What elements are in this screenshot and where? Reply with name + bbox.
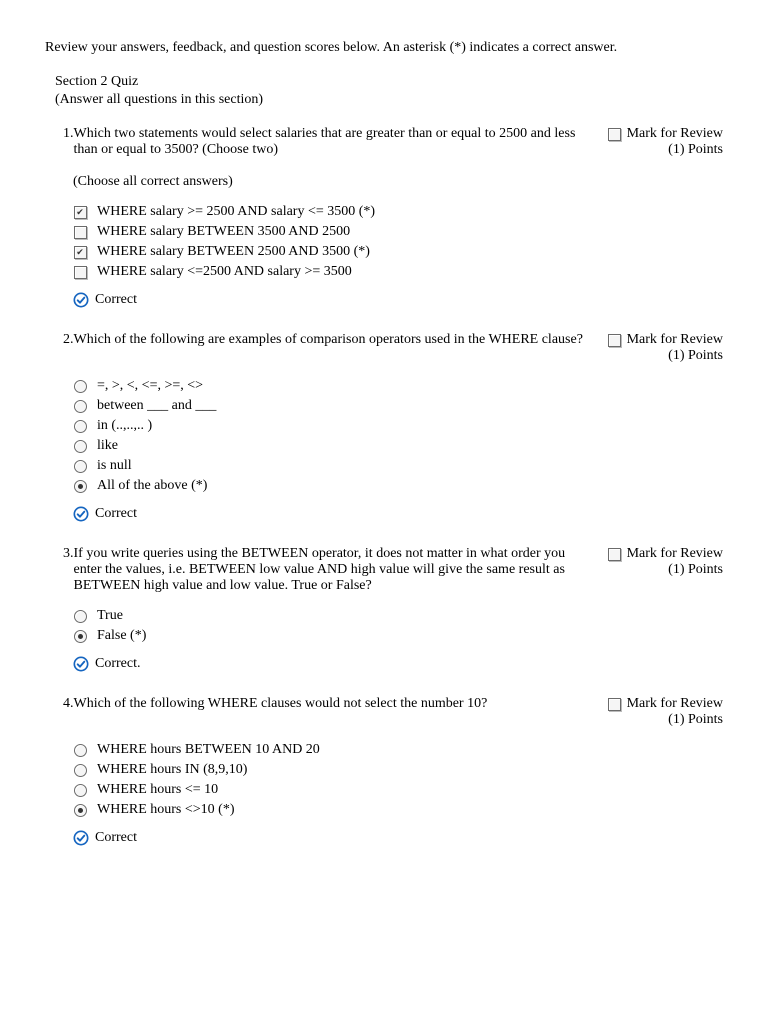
option-radio[interactable]	[74, 744, 87, 757]
question-text: Which of the following are examples of c…	[74, 332, 604, 348]
feedback-text: Correct	[95, 292, 137, 308]
mark-for-review: Mark for Review(1) Points	[603, 696, 723, 728]
points-label: (1) Points	[668, 562, 723, 578]
option-label: False (*)	[97, 628, 723, 644]
mark-for-review: Mark for Review(1) Points	[603, 126, 723, 158]
option-row: between ___ and ___	[73, 398, 723, 414]
option-radio[interactable]	[74, 440, 87, 453]
option-radio[interactable]	[74, 784, 87, 797]
section-title: Section 2 Quiz	[55, 74, 723, 90]
options-list: True False (*)	[73, 608, 723, 644]
option-checkbox[interactable]	[74, 206, 87, 219]
question: 2.Which of the following are examples of…	[63, 332, 723, 522]
option-radio[interactable]	[74, 630, 87, 643]
correct-check-icon	[73, 292, 89, 308]
question: 1.Which two statements would select sala…	[63, 126, 723, 308]
mark-review-checkbox[interactable]	[608, 334, 621, 347]
feedback-row: Correct.	[73, 656, 723, 672]
correct-check-icon	[73, 506, 89, 522]
option-checkbox[interactable]	[74, 246, 87, 259]
option-row: WHERE hours <>10 (*)	[73, 802, 723, 818]
option-row: like	[73, 438, 723, 454]
options-list: WHERE hours BETWEEN 10 AND 20 WHERE hours…	[73, 742, 723, 818]
option-label: WHERE salary >= 2500 AND salary <= 3500 …	[97, 204, 723, 220]
feedback-text: Correct	[95, 830, 137, 846]
options-list: WHERE salary >= 2500 AND salary <= 3500 …	[73, 204, 723, 280]
question-number: 4.	[63, 696, 74, 712]
option-row: WHERE hours <= 10	[73, 782, 723, 798]
question-number: 3.	[63, 546, 74, 562]
option-label: WHERE salary <=2500 AND salary >= 3500	[97, 264, 723, 280]
mark-review-checkbox[interactable]	[608, 128, 621, 141]
points-label: (1) Points	[668, 142, 723, 158]
option-label: in (..,..,.. )	[97, 418, 723, 434]
correct-check-icon	[73, 830, 89, 846]
option-radio[interactable]	[74, 480, 87, 493]
option-label: WHERE hours <>10 (*)	[97, 802, 723, 818]
option-row: =, >, <, <=, >=, <>	[73, 378, 723, 394]
option-checkbox[interactable]	[74, 266, 87, 279]
option-row: WHERE hours BETWEEN 10 AND 20	[73, 742, 723, 758]
option-checkbox[interactable]	[74, 226, 87, 239]
mark-review-label: Mark for Review	[627, 332, 723, 348]
options-list: =, >, <, <=, >=, <> between ___ and ___in…	[73, 378, 723, 494]
option-radio[interactable]	[74, 400, 87, 413]
option-radio[interactable]	[74, 420, 87, 433]
feedback-text: Correct.	[95, 656, 140, 672]
question-subinstruction: (Choose all correct answers)	[73, 174, 723, 190]
mark-review-checkbox[interactable]	[608, 698, 621, 711]
mark-for-review: Mark for Review(1) Points	[603, 332, 723, 364]
option-radio[interactable]	[74, 460, 87, 473]
option-label: between ___ and ___	[97, 398, 723, 414]
points-label: (1) Points	[668, 712, 723, 728]
option-label: WHERE hours <= 10	[97, 782, 723, 798]
option-row: True	[73, 608, 723, 624]
option-label: WHERE hours IN (8,9,10)	[97, 762, 723, 778]
option-row: in (..,..,.. )	[73, 418, 723, 434]
mark-review-label: Mark for Review	[627, 696, 723, 712]
feedback-text: Correct	[95, 506, 137, 522]
option-row: WHERE hours IN (8,9,10)	[73, 762, 723, 778]
points-label: (1) Points	[668, 348, 723, 364]
option-row: WHERE salary BETWEEN 3500 AND 2500	[73, 224, 723, 240]
option-label: is null	[97, 458, 723, 474]
option-label: WHERE salary BETWEEN 2500 AND 3500 (*)	[97, 244, 723, 260]
option-row: All of the above (*)	[73, 478, 723, 494]
feedback-row: Correct	[73, 292, 723, 308]
option-row: WHERE salary BETWEEN 2500 AND 3500 (*)	[73, 244, 723, 260]
option-row: WHERE salary <=2500 AND salary >= 3500	[73, 264, 723, 280]
option-label: WHERE salary BETWEEN 3500 AND 2500	[97, 224, 723, 240]
question: 3.If you write queries using the BETWEEN…	[63, 546, 723, 672]
question-text: If you write queries using the BETWEEN o…	[74, 546, 604, 594]
option-label: WHERE hours BETWEEN 10 AND 20	[97, 742, 723, 758]
option-radio[interactable]	[74, 804, 87, 817]
feedback-row: Correct	[73, 830, 723, 846]
option-label: like	[97, 438, 723, 454]
option-label: True	[97, 608, 723, 624]
option-row: False (*)	[73, 628, 723, 644]
mark-review-label: Mark for Review	[627, 546, 723, 562]
question-text: Which two statements would select salari…	[74, 126, 604, 158]
mark-review-checkbox[interactable]	[608, 548, 621, 561]
option-row: WHERE salary >= 2500 AND salary <= 3500 …	[73, 204, 723, 220]
question-number: 1.	[63, 126, 74, 142]
question-text: Which of the following WHERE clauses wou…	[74, 696, 604, 712]
question-number: 2.	[63, 332, 74, 348]
feedback-row: Correct	[73, 506, 723, 522]
option-label: All of the above (*)	[97, 478, 723, 494]
option-label: =, >, <, <=, >=, <>	[97, 378, 723, 394]
option-radio[interactable]	[74, 610, 87, 623]
mark-review-label: Mark for Review	[627, 126, 723, 142]
correct-check-icon	[73, 656, 89, 672]
option-radio[interactable]	[74, 764, 87, 777]
question: 4.Which of the following WHERE clauses w…	[63, 696, 723, 846]
section-subtitle: (Answer all questions in this section)	[55, 92, 723, 108]
option-row: is null	[73, 458, 723, 474]
review-instructions: Review your answers, feedback, and quest…	[45, 40, 723, 56]
mark-for-review: Mark for Review(1) Points	[603, 546, 723, 578]
option-radio[interactable]	[74, 380, 87, 393]
